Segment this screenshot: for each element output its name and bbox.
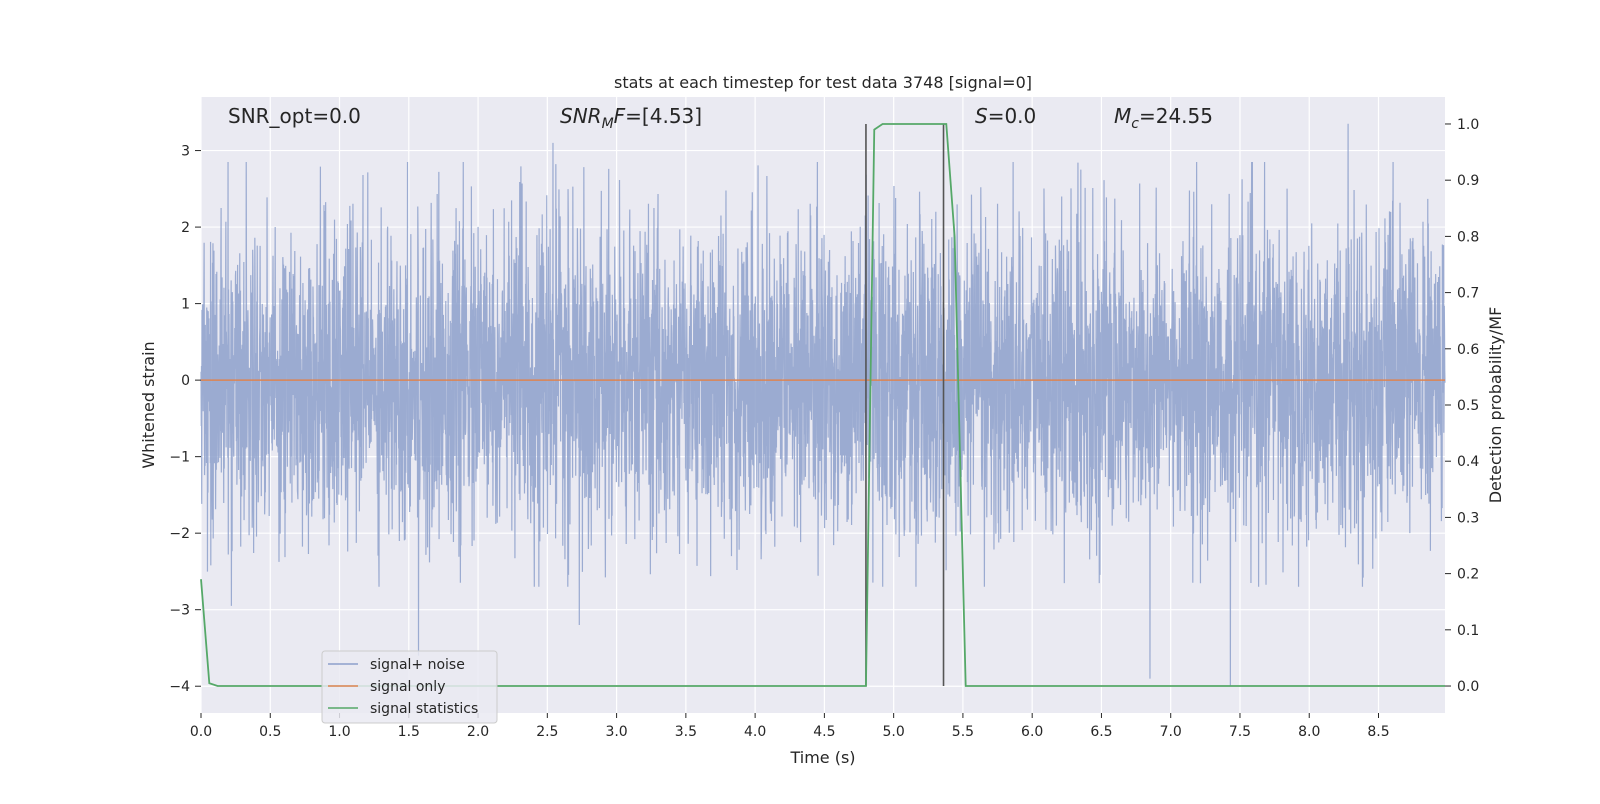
yr-tick-label-4: 0.4 (1457, 454, 1479, 470)
annotation-snr-mf-tail: =[4.53] (625, 104, 702, 128)
x-tick-label-13: 6.5 (1090, 724, 1112, 740)
x-tick-label-1: 0.5 (259, 724, 281, 740)
yr-tick-label-1: 0.1 (1457, 623, 1479, 639)
x-tick-label-6: 3.0 (605, 724, 627, 740)
x-tick-label-16: 8.0 (1298, 724, 1320, 740)
x-tick-label-10: 5.0 (883, 724, 905, 740)
legend-label-signal-statistics: signal statistics (370, 701, 478, 717)
x-tick-label-8: 4.0 (744, 724, 766, 740)
yr-tick-label-10: 1.0 (1457, 117, 1479, 133)
vertical-markers (865, 123, 945, 687)
x-tick-label-15: 7.5 (1229, 724, 1251, 740)
yl-tick-label-1: −3 (169, 603, 190, 619)
yl-tick-label-6: 2 (181, 220, 190, 236)
legend-label-signal-noise: signal+ noise (370, 657, 465, 673)
x-tick-label-0: 0.0 (190, 724, 212, 740)
yr-tick-label-2: 0.2 (1457, 567, 1479, 583)
annotation-snr-opt: SNR_opt=0.0 (228, 104, 361, 128)
legend-box (321, 650, 498, 724)
annotation-mc: Mc=24.55 (1114, 104, 1213, 132)
x-tick-label-11: 5.5 (952, 724, 974, 740)
x-tick-label-2: 1.0 (328, 724, 350, 740)
yl-tick-label-4: 0 (181, 373, 190, 389)
x-tick-label-3: 1.5 (398, 724, 420, 740)
yr-tick-label-0: 0.0 (1457, 679, 1479, 695)
annotation-s: S=0.0 (975, 104, 1036, 128)
x-tick-label-7: 3.5 (675, 724, 697, 740)
annotation-s-main: S (975, 104, 988, 128)
x-tick-label-12: 6.0 (1021, 724, 1043, 740)
yr-tick-label-6: 0.6 (1457, 342, 1479, 358)
yl-tick-label-0: −4 (169, 679, 190, 695)
signal-noise-line (200, 123, 1446, 687)
yr-tick-label-9: 0.9 (1457, 173, 1479, 189)
annotation-snr-mf: SNRMF=[4.53] (560, 104, 702, 132)
x-tick-label-4: 2.0 (467, 724, 489, 740)
series-signal-noise (200, 123, 1446, 687)
axes: 0.0 0.5 1.0 1.5 2.0 2.5 3.0 3.5 4.0 4.5 5.0 5.5 6.0 6… (169, 117, 1479, 740)
annotation-snr-mf-main: SNR (560, 104, 602, 128)
annotation-mc-sub: c (1131, 116, 1139, 132)
annotation-mc-tail: =24.55 (1139, 104, 1213, 128)
annotation-mc-main: M (1114, 104, 1131, 128)
yl-tick-label-2: −2 (169, 526, 190, 542)
yl-tick-label-7: 3 (181, 144, 190, 160)
annotation-snr-mf-sub: M (602, 116, 614, 132)
annotation-snr-mf-tail-f: F (614, 104, 626, 128)
yr-tick-label-5: 0.5 (1457, 398, 1479, 414)
chart-legend: signal+ noise signal only signal statist… (321, 650, 498, 724)
yr-tick-label-7: 0.7 (1457, 286, 1479, 302)
yr-tick-label-3: 0.3 (1457, 510, 1479, 526)
x-axis-label: Time (s) (789, 748, 855, 767)
yl-tick-label-5: 1 (181, 297, 190, 313)
yr-tick-label-8: 0.8 (1457, 229, 1479, 245)
x-tick-label-9: 4.5 (813, 724, 835, 740)
y-axis-left-label: Whitened strain (139, 341, 158, 468)
yl-tick-label-3: −1 (169, 450, 190, 466)
annotation-s-tail: =0.0 (988, 104, 1037, 128)
x-tick-label-5: 2.5 (536, 724, 558, 740)
y-axis-right-label: Detection probability/MF (1486, 307, 1505, 504)
x-tick-label-14: 7.0 (1160, 724, 1182, 740)
x-tick-label-17: 8.5 (1367, 724, 1389, 740)
legend-label-signal-only: signal only (370, 679, 445, 695)
chart-title: stats at each timestep for test data 374… (614, 73, 1032, 92)
